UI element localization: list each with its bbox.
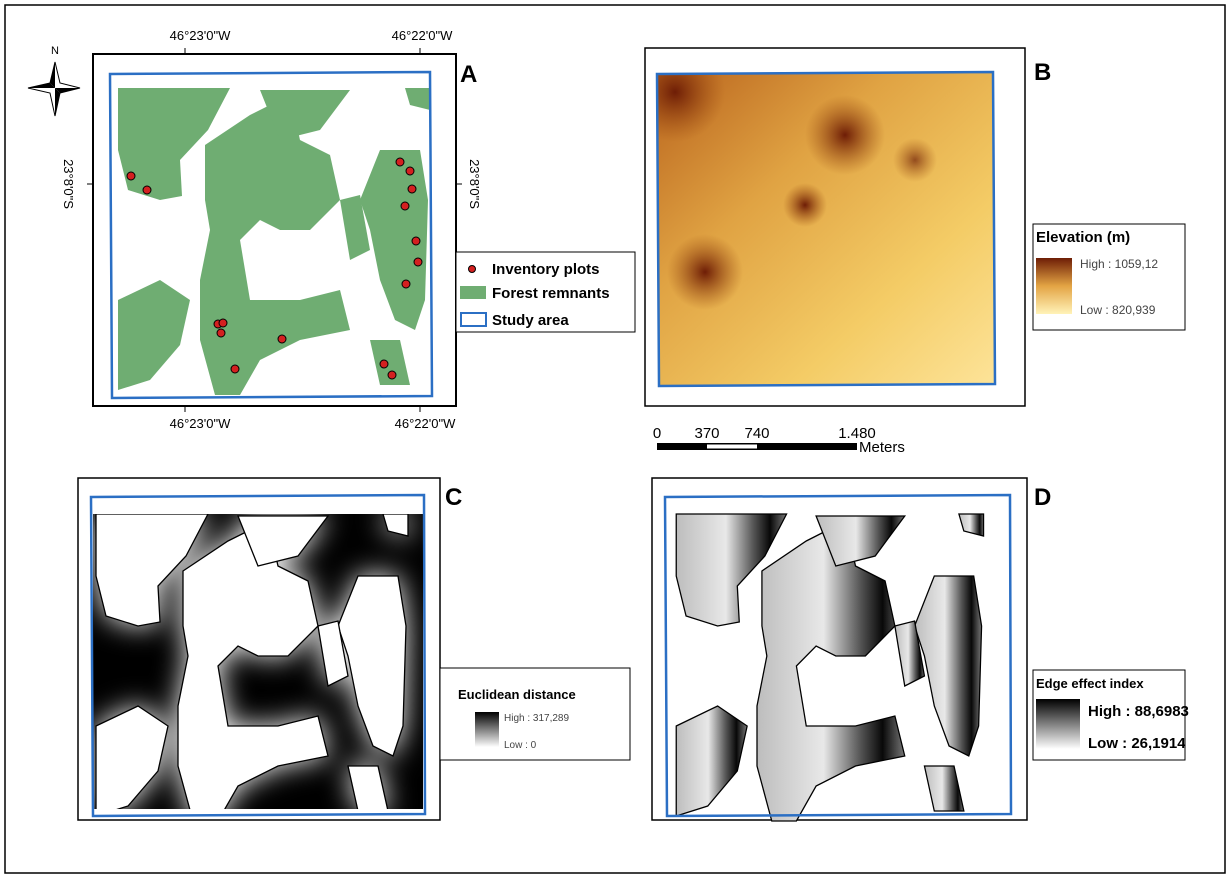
legend-low: Low : 26,1914 (1088, 735, 1186, 752)
legend-title: Elevation (m) (1036, 229, 1130, 246)
legend-item: Inventory plots (492, 261, 600, 278)
coord-label: 46°23'0"W (170, 28, 231, 43)
legend-low: Low : 0 (504, 740, 537, 751)
coord-label: 23°8'0"S (61, 159, 76, 209)
figure: N 46°23'0"W 46°22'0"W 46°23'0"W 46°22'0"… (0, 0, 1230, 878)
panel-label: D (1034, 484, 1051, 511)
north-arrow: N (28, 45, 80, 116)
legend-symbol (469, 266, 476, 273)
elevation-raster (625, 42, 997, 388)
panel-label: B (1034, 59, 1051, 86)
north-label: N (51, 45, 59, 57)
scale-bar: 0 370 740 1.480 Meters (653, 425, 905, 456)
scale-tick: 370 (694, 425, 719, 442)
legend-symbol (460, 286, 486, 299)
distance-raster (93, 514, 423, 821)
legend-low: Low : 820,939 (1080, 303, 1156, 317)
panel-label: A (460, 61, 477, 88)
legend-ramp (1036, 258, 1072, 314)
legend-high: High : 317,289 (504, 713, 569, 724)
scale-tick: 0 (653, 425, 661, 442)
legend-title: Euclidean distance (458, 687, 576, 702)
coord-label: 23°8'0"S (467, 159, 482, 209)
legend-item: Study area (492, 312, 569, 329)
legend-high: High : 1059,12 (1080, 257, 1158, 271)
legend-ramp (1036, 699, 1080, 749)
page: N 46°23'0"W 46°22'0"W 46°23'0"W 46°22'0"… (0, 0, 1230, 878)
scale-unit: Meters (859, 439, 905, 456)
legend-title: Edge effect index (1036, 676, 1144, 691)
legend-high: High : 88,6983 (1088, 703, 1189, 720)
scale-tick: 740 (744, 425, 769, 442)
legend-ramp (475, 712, 499, 747)
panel-label: C (445, 484, 462, 511)
coord-label: 46°22'0"W (395, 416, 456, 431)
coord-label: 46°22'0"W (392, 28, 453, 43)
coord-label: 46°23'0"W (170, 416, 231, 431)
legend-item: Forest remnants (492, 285, 610, 302)
